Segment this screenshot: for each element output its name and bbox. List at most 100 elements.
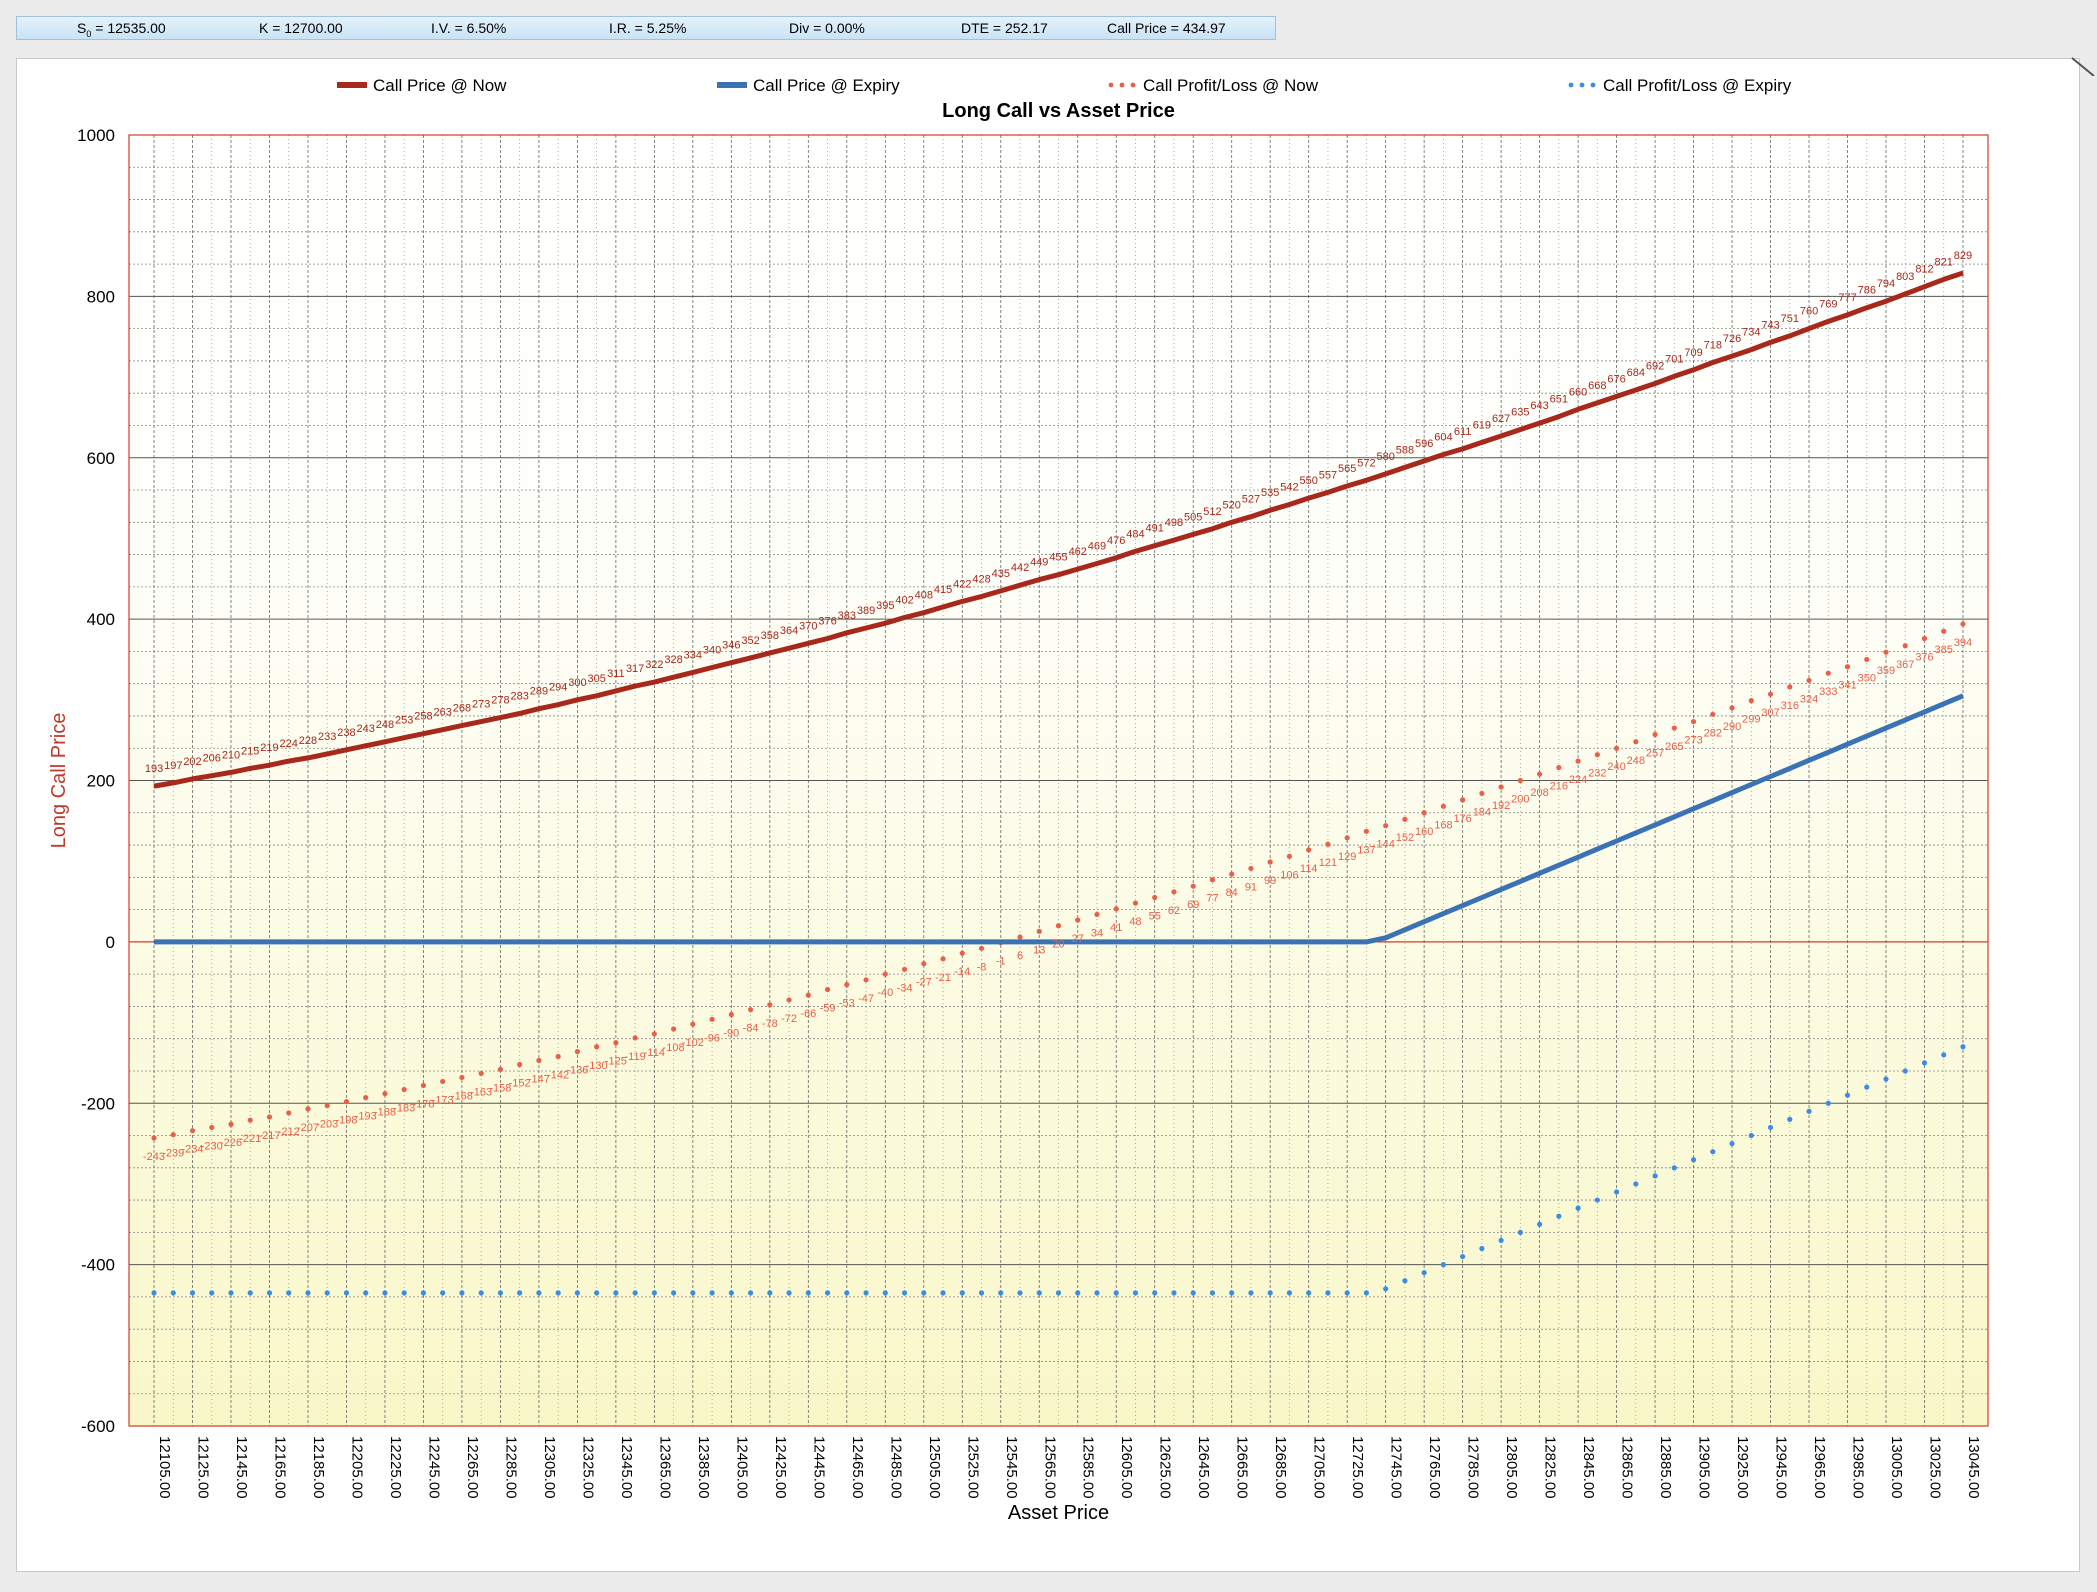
pl-now-data-label: -119 [625, 1051, 646, 1063]
now-data-label: 376 [818, 615, 836, 627]
pl-now-point [632, 1035, 638, 1041]
now-data-label: 340 [703, 645, 721, 657]
pl-now-point [824, 986, 831, 993]
pl-expiry-point [1286, 1290, 1293, 1296]
pl-now-point [420, 1082, 427, 1089]
pl-now-data-label: -125 [605, 1056, 627, 1068]
pl-now-point [940, 956, 946, 962]
now-data-label: 821 [1935, 256, 1953, 268]
now-data-label: 476 [1107, 535, 1125, 547]
now-data-label: 358 [761, 630, 779, 642]
pl-now-point [286, 1110, 292, 1116]
now-data-label: 542 [1280, 482, 1298, 494]
now-data-label: 278 [491, 695, 509, 707]
pl-now-point [209, 1124, 215, 1131]
pl-now-point [1055, 923, 1062, 929]
now-data-label: 635 [1511, 407, 1529, 419]
pl-now-data-label: -14 [954, 966, 970, 978]
now-data-label: 210 [222, 749, 240, 761]
pl-now-data-label: -230 [201, 1140, 223, 1152]
pl-expiry-point [1633, 1181, 1639, 1187]
y-tick-label: -400 [81, 1256, 115, 1275]
pl-now-point [882, 971, 888, 977]
pl-expiry-point [1921, 1060, 1928, 1066]
pl-now-point [1537, 771, 1543, 777]
pl-now-data-label: -183 [393, 1103, 415, 1115]
pl-now-point [170, 1132, 176, 1138]
now-data-label: 449 [1030, 557, 1048, 569]
legend-swatch-dot [1568, 82, 1574, 88]
pl-now-data-label: 224 [1569, 774, 1587, 786]
pl-now-data-label: 333 [1819, 686, 1837, 698]
pl-expiry-point [440, 1290, 446, 1296]
now-data-label: 364 [780, 625, 798, 637]
pl-expiry-point [998, 1290, 1004, 1296]
pl-expiry-point [574, 1290, 580, 1296]
pl-now-data-label: 6 [1017, 950, 1023, 962]
pl-now-point [1171, 889, 1177, 895]
y-tick-label: 800 [87, 287, 115, 306]
x-tick-label: 12565.00 [1041, 1436, 1058, 1499]
pl-expiry-point [728, 1290, 734, 1296]
pl-now-point [728, 1011, 734, 1018]
pl-now-point [863, 977, 869, 983]
pl-now-point [1498, 784, 1504, 790]
now-data-label: 668 [1588, 380, 1606, 392]
chart-title: Long Call vs Asset Price [942, 100, 1175, 122]
x-tick-label: 12465.00 [849, 1436, 866, 1499]
pl-now-point [671, 1026, 677, 1032]
now-data-label: 786 [1858, 285, 1876, 297]
pl-now-point [805, 992, 811, 998]
legend-label: Call Profit/Loss @ Now [1143, 76, 1319, 95]
pl-expiry-point [959, 1290, 965, 1296]
now-data-label: 619 [1473, 419, 1491, 431]
pl-now-data-label: 20 [1052, 939, 1064, 951]
pl-expiry-point [1383, 1286, 1389, 1292]
pl-expiry-point [1479, 1245, 1485, 1252]
y-tick-label: 0 [106, 933, 115, 952]
pl-now-point [497, 1066, 504, 1072]
pl-now-data-label: 316 [1781, 700, 1799, 712]
pl-now-point [151, 1135, 157, 1141]
y-tick-label: -600 [81, 1417, 115, 1436]
now-data-label: 535 [1261, 487, 1279, 499]
pl-expiry-point [594, 1290, 600, 1296]
now-data-label: 651 [1550, 394, 1568, 406]
pl-expiry-point [1036, 1290, 1042, 1296]
pl-expiry-point [247, 1290, 253, 1296]
pl-expiry-point [1190, 1290, 1196, 1296]
pl-now-point [555, 1053, 561, 1060]
pl-now-point [1825, 670, 1831, 676]
pl-now-data-label: -226 [220, 1137, 242, 1149]
pl-expiry-point [1652, 1173, 1658, 1179]
pl-now-point [1902, 643, 1908, 649]
pl-expiry-point [420, 1290, 427, 1296]
now-data-label: 233 [318, 731, 336, 743]
now-data-label: 253 [395, 715, 413, 727]
pl-expiry-point [1710, 1149, 1716, 1155]
x-tick-label: 12505.00 [926, 1436, 943, 1499]
x-tick-label: 12345.00 [618, 1436, 635, 1499]
pl-expiry-point [266, 1290, 273, 1296]
pl-now-point [363, 1095, 369, 1101]
x-tick-label: 12205.00 [348, 1436, 365, 1499]
pl-now-point [1844, 664, 1851, 670]
now-data-label: 322 [645, 659, 663, 671]
resize-corner-icon[interactable] [2070, 56, 2097, 76]
pl-now-data-label: -168 [451, 1090, 473, 1102]
pl-now-data-label: 240 [1607, 761, 1625, 773]
now-data-label: 643 [1530, 400, 1548, 412]
now-data-label: 794 [1877, 278, 1895, 290]
x-tick-label: 13045.00 [1965, 1436, 1982, 1499]
pl-now-data-label: -239 [162, 1148, 184, 1160]
pl-expiry-point [651, 1290, 657, 1296]
pl-expiry-point [1902, 1068, 1908, 1074]
now-data-label: 422 [953, 578, 971, 590]
pl-now-data-label: -142 [547, 1069, 569, 1081]
pl-now-data-label: 144 [1376, 839, 1394, 851]
now-data-label: 283 [510, 691, 528, 703]
pl-expiry-point [1825, 1100, 1831, 1106]
x-tick-label: 12965.00 [1811, 1436, 1828, 1499]
x-tick-label: 12725.00 [1349, 1436, 1366, 1499]
parameter-bar: S0 = 12535.00 K = 12700.00 I.V. = 6.50% … [16, 16, 1276, 40]
